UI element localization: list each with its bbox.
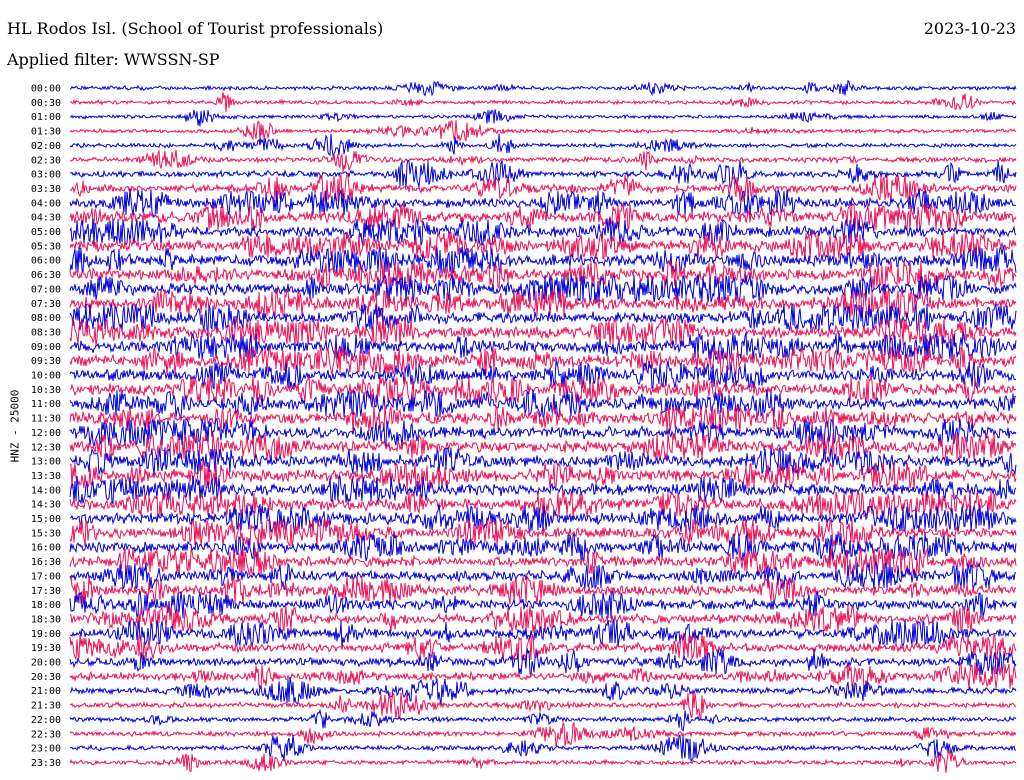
- time-label: 07:30: [31, 299, 61, 310]
- time-label: 13:00: [31, 457, 61, 468]
- time-label: 12:00: [31, 428, 61, 439]
- time-label: 06:30: [31, 270, 61, 281]
- trace-line: [69, 375, 1017, 405]
- time-label: 03:00: [31, 170, 61, 181]
- trace-line: [69, 446, 1017, 476]
- trace-line: [69, 708, 1017, 732]
- time-label: 22:30: [31, 729, 61, 740]
- trace-line: [69, 316, 1017, 347]
- trace-line: [69, 120, 1017, 143]
- time-label: 10:30: [31, 385, 61, 396]
- time-label: 01:00: [31, 112, 61, 123]
- time-label: 09:30: [31, 356, 61, 367]
- trace-line: [69, 589, 1017, 619]
- trace-line: [70, 149, 1017, 172]
- trace-line: [69, 604, 1017, 634]
- trace-line: [69, 389, 1016, 419]
- trace-line: [69, 721, 1017, 747]
- trace-line: [69, 331, 1017, 361]
- time-label: 10:00: [31, 371, 61, 382]
- time-label: 23:30: [31, 758, 61, 769]
- trace-line: [69, 404, 1017, 433]
- time-label: 19:30: [31, 643, 61, 654]
- time-label: 08:30: [31, 327, 61, 338]
- trace-line: [69, 259, 1017, 290]
- time-label: 08:00: [31, 313, 61, 324]
- time-label: 20:30: [31, 672, 61, 683]
- time-label: 19:00: [31, 629, 61, 640]
- time-label: 01:30: [31, 127, 61, 138]
- time-label: 05:00: [31, 227, 61, 238]
- trace-line: [69, 109, 1017, 127]
- time-label: 15:00: [31, 514, 61, 525]
- time-label: 13:30: [31, 471, 61, 482]
- trace-line: [69, 503, 1017, 534]
- trace-line: [69, 489, 1017, 520]
- trace-line: [69, 217, 1017, 247]
- time-label: 03:30: [31, 184, 61, 195]
- time-label: 00:30: [31, 98, 61, 109]
- trace-line: [69, 734, 1017, 763]
- trace-line: [69, 173, 1017, 203]
- trace-line: [69, 547, 1017, 576]
- time-label: 05:30: [31, 241, 61, 252]
- trace-line: [69, 274, 1017, 304]
- trace-line: [69, 244, 1017, 275]
- trace-line: [69, 574, 1017, 605]
- time-label: 04:00: [31, 198, 61, 209]
- trace-line: [69, 359, 1017, 390]
- trace-line: [69, 188, 1017, 217]
- trace-line: [69, 345, 1017, 376]
- time-label: 22:00: [31, 715, 61, 726]
- time-label: 11:30: [31, 414, 61, 425]
- time-label: 14:00: [31, 485, 61, 496]
- trace-line: [69, 648, 1017, 678]
- time-label: 17:00: [31, 571, 61, 582]
- trace-line: [70, 676, 1017, 705]
- trace-line: [69, 460, 1017, 491]
- time-label: 18:30: [31, 614, 61, 625]
- trace-line: [69, 158, 1017, 189]
- time-label: 14:30: [31, 500, 61, 511]
- trace-line: [69, 92, 1017, 113]
- trace-line: [69, 133, 1017, 157]
- trace-line: [69, 618, 1017, 648]
- time-label: 20:00: [31, 658, 61, 669]
- time-label: 07:00: [31, 284, 61, 295]
- time-label: 17:30: [31, 586, 61, 597]
- time-label: 21:00: [31, 686, 61, 697]
- trace-line: [69, 79, 1017, 97]
- time-label: 00:00: [31, 84, 61, 95]
- time-label: 02:30: [31, 155, 61, 166]
- time-label: 16:30: [31, 557, 61, 568]
- time-label: 16:00: [31, 543, 61, 554]
- time-label: 06:00: [31, 256, 61, 267]
- trace-line: [69, 475, 1017, 506]
- time-label: 15:30: [31, 528, 61, 539]
- time-label: 23:00: [31, 744, 61, 755]
- date-label: 2023-10-23: [923, 19, 1016, 38]
- time-label: 12:30: [31, 442, 61, 453]
- trace-line: [69, 303, 1017, 333]
- time-label: 11:00: [31, 399, 61, 410]
- time-label: 21:30: [31, 701, 61, 712]
- trace-line: [69, 231, 1017, 260]
- trace-line: [69, 418, 1017, 448]
- trace-line: [69, 633, 1017, 662]
- trace-line: [69, 748, 1017, 773]
- trace-line: [69, 532, 1017, 562]
- trace-line: [69, 691, 1017, 721]
- time-label: 09:00: [31, 342, 61, 353]
- time-label: 02:00: [31, 141, 61, 152]
- trace-line: [69, 287, 1017, 318]
- filter-label: Applied filter: WWSSN-SP: [7, 50, 220, 69]
- trace-line: [69, 432, 1017, 461]
- time-label: 04:30: [31, 213, 61, 224]
- time-label: 18:00: [31, 600, 61, 611]
- trace-line: [69, 561, 1017, 591]
- trace-line: [69, 661, 1017, 690]
- station-title: HL Rodos Isl. (School of Tourist profess…: [7, 19, 384, 38]
